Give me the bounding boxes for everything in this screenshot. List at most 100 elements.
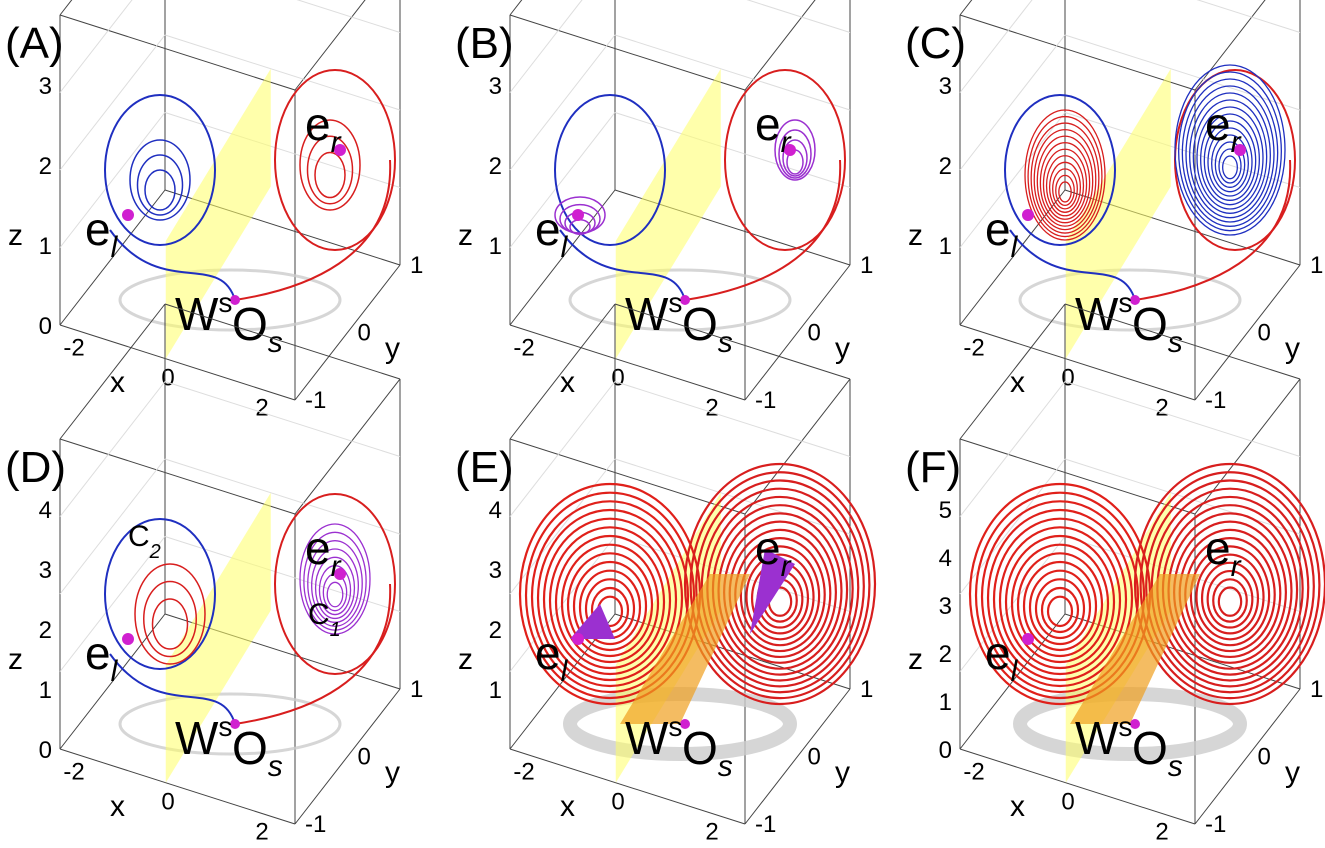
annotation-sub: r (331, 126, 342, 159)
annotation-main: e (305, 522, 331, 574)
grid-line (165, 113, 400, 188)
panel-label: (E) (455, 443, 514, 492)
annotation-sub: l (111, 655, 119, 688)
y-tick-label: 0 (1258, 744, 1271, 771)
grid-line (960, 35, 1065, 170)
annotation-sup: s (1118, 711, 1132, 742)
x-tick-label: 0 (161, 365, 174, 392)
grid-line (615, 0, 850, 33)
annotation-main: e (535, 627, 561, 679)
equilibrium (1022, 209, 1034, 221)
box-edge (510, 304, 615, 439)
z-tick-label: 2 (939, 641, 952, 668)
annotation: Ws (175, 711, 232, 764)
axis-label: y (1285, 756, 1300, 789)
annotation-main: e (85, 203, 111, 255)
x-tick-label: 2 (255, 819, 268, 846)
grid-line (615, 35, 850, 110)
axis-label: y (385, 756, 400, 789)
annotation-main: O (1132, 298, 1168, 350)
z-tick-label: 3 (39, 73, 52, 100)
grid-line (165, 35, 400, 110)
annotation-sub: s (268, 750, 283, 783)
y-tick-label: -1 (305, 387, 326, 414)
box-edge (60, 439, 295, 514)
annotation-main: e (535, 203, 561, 255)
x-tick-label: -2 (513, 759, 534, 786)
z-tick-label: 4 (489, 497, 502, 524)
y-tick-label: 1 (410, 252, 423, 279)
annotation: er (755, 98, 792, 159)
annotation-main: W (1075, 712, 1119, 764)
z-tick-label: 2 (489, 617, 502, 644)
axis-label: x (110, 790, 125, 823)
grid-line (1065, 35, 1300, 110)
trajectory (315, 153, 345, 198)
z-tick-label: 4 (39, 497, 52, 524)
box-edge (960, 304, 1065, 439)
x-tick-label: 2 (1155, 395, 1168, 422)
annotation-sub: s (1168, 326, 1183, 359)
trajectory (1223, 156, 1238, 179)
grid-line (60, 35, 165, 170)
figure: (A)xyz0123-202-101elerWsOs(B)xyz123-202-… (0, 0, 1325, 848)
annotation-main: e (1205, 522, 1231, 574)
annotation-sub: s (1168, 750, 1183, 783)
annotation-sub: l (561, 231, 569, 264)
annotation: C1 (308, 598, 341, 641)
annotation-main: C (308, 598, 330, 631)
panel: (D)xyz01234-202-101elerWsOsC2C1 (5, 304, 423, 846)
z-tick-label: 1 (489, 677, 502, 704)
x-tick-label: 0 (1061, 789, 1074, 816)
z-tick-label: 1 (39, 677, 52, 704)
equilibrium (1022, 633, 1034, 645)
annotation-main: W (625, 712, 669, 764)
trajectory (556, 536, 664, 668)
annotation: Os (682, 722, 733, 783)
annotation: C2 (128, 520, 161, 563)
x-tick-label: -2 (63, 335, 84, 362)
x-tick-label: -2 (513, 335, 534, 362)
box-edge (60, 15, 295, 90)
axis-label: x (110, 366, 125, 399)
grid-line (60, 382, 165, 517)
annotation-sup: s (668, 711, 682, 742)
grid-line (510, 0, 615, 93)
annotation: er (305, 522, 342, 583)
y-tick-label: 1 (1310, 252, 1323, 279)
annotation-main: O (1132, 722, 1168, 774)
annotation-main: C (128, 520, 150, 553)
x-tick-label: 0 (161, 789, 174, 816)
axis-label: x (1010, 366, 1025, 399)
y-tick-label: 0 (358, 744, 371, 771)
trajectory (130, 140, 190, 220)
panel-label: (A) (5, 19, 64, 68)
z-tick-label: 1 (489, 233, 502, 260)
grid-line (510, 35, 615, 170)
axis-label: x (560, 366, 575, 399)
annotation-main: e (755, 522, 781, 574)
z-tick-label: 3 (39, 557, 52, 584)
z-tick-label: 1 (939, 233, 952, 260)
z-tick-label: 3 (939, 73, 952, 100)
annotation-sub: 2 (149, 541, 161, 563)
box-edge (60, 304, 165, 439)
box-edge (960, 0, 1065, 15)
z-tick-label: 3 (489, 73, 502, 100)
z-tick-label: 2 (489, 153, 502, 180)
z-tick-label: 0 (39, 313, 52, 340)
annotation-main: O (232, 298, 268, 350)
z-tick-label: 2 (939, 153, 952, 180)
x-tick-label: 2 (255, 395, 268, 422)
y-tick-label: 1 (860, 676, 873, 703)
x-tick-label: -2 (963, 335, 984, 362)
grid-line (60, 0, 165, 93)
grid-line (1065, 382, 1300, 457)
annotation-sub: r (1231, 550, 1242, 583)
y-tick-label: -1 (305, 811, 326, 838)
z-tick-label: 4 (939, 545, 952, 572)
x-tick-label: -2 (63, 759, 84, 786)
grid-line (165, 0, 400, 33)
annotation: Os (1132, 722, 1183, 783)
z-tick-label: 2 (39, 617, 52, 644)
